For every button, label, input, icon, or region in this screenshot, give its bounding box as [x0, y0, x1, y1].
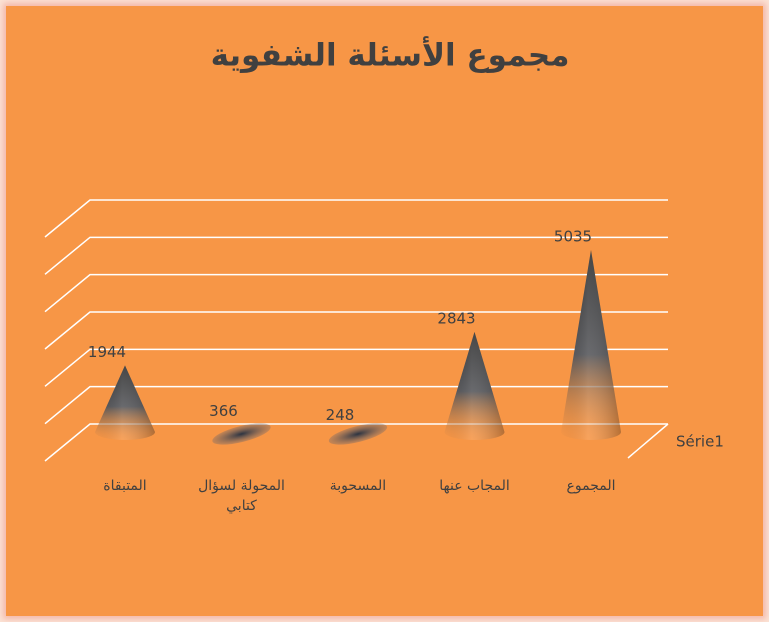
x-tick-label: المسحوبة [329, 478, 387, 494]
cone [561, 250, 621, 440]
cone [444, 331, 505, 440]
data-label: 1944 [88, 343, 126, 361]
grid-line [44, 273, 668, 313]
grid-line [44, 236, 668, 275]
legend-label: Série1 [676, 433, 724, 451]
x-tick-label: المحولة لسؤال كتابي [198, 478, 285, 514]
x-tick-label: المتبقاة [103, 478, 147, 494]
floor-edge [627, 423, 669, 459]
grid-line [44, 311, 668, 350]
chart-area [6, 6, 763, 616]
data-label: 366 [209, 402, 238, 420]
chart-title: مجموع الأسئلة الشفوية [211, 36, 570, 74]
cone [212, 423, 271, 445]
x-tick-label: المجاب عنها [439, 478, 510, 494]
cone [328, 423, 388, 445]
x-tick-label: المجموع [566, 478, 616, 494]
data-label: 5035 [554, 228, 592, 246]
data-label: 248 [326, 406, 355, 424]
data-label: 2843 [437, 309, 475, 327]
grid-line [44, 199, 668, 238]
cone [95, 365, 155, 440]
